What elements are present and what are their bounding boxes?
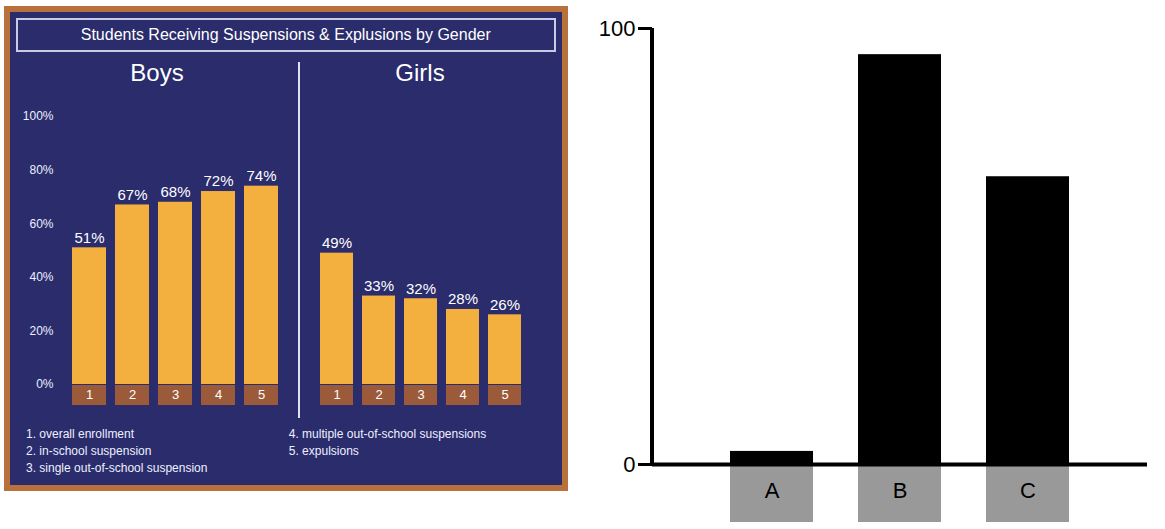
- svg-text:80%: 80%: [29, 163, 53, 177]
- svg-text:3: 3: [417, 387, 424, 402]
- svg-text:1: 1: [86, 387, 93, 402]
- html-text:2. in-school suspension: 2. in-school suspension: [26, 444, 152, 458]
- svg-text:5: 5: [258, 387, 265, 402]
- svg-text:33%: 33%: [364, 277, 394, 294]
- html-text:Students Receiving Suspensions: Students Receiving Suspensions & Explusi…: [80, 26, 491, 43]
- svg-text:20%: 20%: [29, 324, 53, 338]
- svg-text:51%: 51%: [74, 229, 104, 246]
- svg-text:2: 2: [129, 387, 136, 402]
- svg-text:28%: 28%: [448, 290, 478, 307]
- svg-text:26%: 26%: [490, 296, 520, 313]
- svg-text:100: 100: [598, 16, 635, 41]
- svg-text:A: A: [764, 478, 779, 503]
- svg-text:72%: 72%: [203, 172, 233, 189]
- svg-text:C: C: [1020, 478, 1036, 503]
- svg-text:4: 4: [215, 387, 222, 402]
- svg-text:60%: 60%: [29, 217, 53, 231]
- svg-text:0%: 0%: [36, 377, 54, 391]
- svg-text:1: 1: [333, 387, 340, 402]
- svg-text:100%: 100%: [23, 109, 54, 123]
- svg-text:3: 3: [172, 387, 179, 402]
- html-text:Girls: Girls: [395, 59, 445, 86]
- svg-text:40%: 40%: [29, 270, 53, 284]
- svg-text:68%: 68%: [160, 183, 190, 200]
- svg-text:49%: 49%: [322, 234, 352, 251]
- html-text:4. multiple out-of-school susp: 4. multiple out-of-school suspensions: [288, 427, 487, 441]
- html-text:5. expulsions: 5. expulsions: [288, 444, 359, 458]
- html-text:Boys: Boys: [130, 59, 184, 86]
- html-text:3. single out-of-school suspen: 3. single out-of-school suspension: [26, 461, 208, 475]
- svg-text:32%: 32%: [406, 280, 436, 297]
- svg-text:74%: 74%: [246, 167, 276, 184]
- svg-text:0: 0: [623, 452, 635, 477]
- svg-text:B: B: [892, 478, 907, 503]
- html-text:1. overall enrollment: 1. overall enrollment: [26, 427, 135, 441]
- svg-text:5: 5: [501, 387, 508, 402]
- svg-text:2: 2: [375, 387, 382, 402]
- svg-text:67%: 67%: [117, 186, 147, 203]
- svg-text:4: 4: [459, 387, 466, 402]
